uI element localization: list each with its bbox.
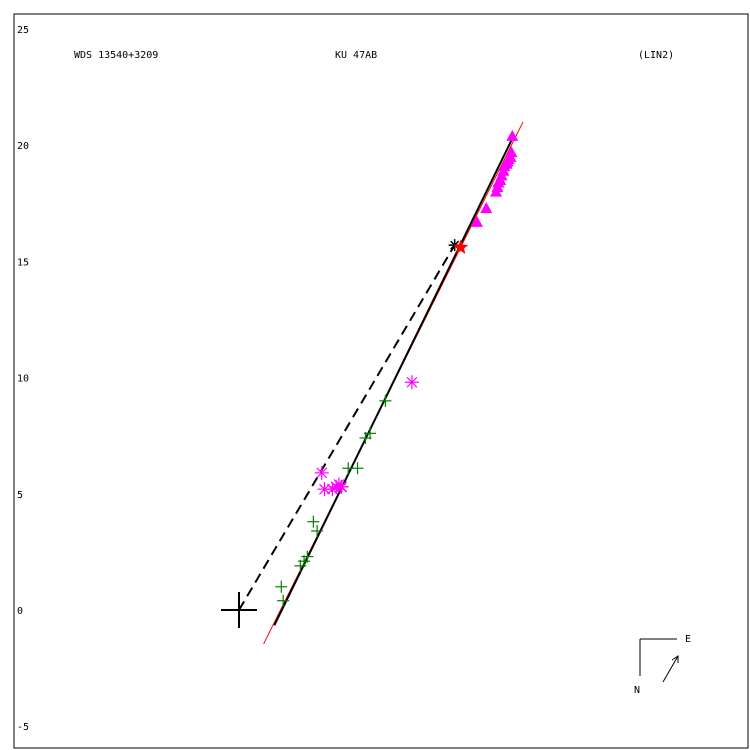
plus-point	[307, 515, 320, 528]
y-tick-label: 10	[17, 374, 29, 385]
triangle-point	[490, 185, 503, 197]
plus-point	[275, 580, 288, 593]
plus-point	[379, 394, 392, 407]
plus-point	[301, 550, 314, 563]
plus-point	[294, 559, 307, 572]
header-center: KU 47AB	[335, 50, 377, 61]
header-left: WDS 13540+3209	[74, 50, 158, 61]
plot-frame	[13, 13, 749, 749]
plus-point	[342, 462, 355, 475]
primary-star-marker	[221, 592, 257, 628]
asterisk-point	[404, 375, 419, 390]
y-tick-label: 5	[17, 490, 23, 501]
plus-point	[364, 427, 377, 440]
fit-lines	[238, 121, 524, 645]
asterisk-point	[314, 465, 329, 480]
orientation-arrow-head	[671, 655, 679, 663]
dashed-separation-line	[238, 244, 456, 611]
y-tick-label: 20	[17, 141, 29, 152]
y-tick-label: 25	[17, 25, 29, 36]
orbit-fit-line	[273, 140, 513, 626]
plus-point	[311, 524, 324, 537]
data-points	[275, 129, 519, 607]
asterisk-point	[331, 477, 346, 492]
asterisk-point	[317, 482, 332, 497]
triangle-point	[506, 129, 519, 141]
triangle-point	[492, 176, 505, 188]
y-tick-label: 15	[17, 257, 29, 268]
orientation-arrow-shaft	[662, 655, 679, 683]
y-tick-label: -5	[17, 722, 29, 733]
y-axis-tick-labels: 25 20 15 10 5 0 -5	[17, 25, 29, 733]
triangle-point	[470, 215, 483, 227]
orientation-indicator: E N	[634, 634, 691, 696]
header-right: (LIN2)	[638, 50, 674, 61]
plus-point	[277, 594, 290, 607]
plus-point	[359, 432, 372, 445]
y-tick-label: 0	[17, 606, 23, 617]
triangle-point	[498, 160, 511, 172]
triangle-point	[480, 201, 493, 213]
current-position-star	[453, 239, 469, 254]
orientation-n-label: N	[634, 685, 640, 696]
orientation-e-label: E	[685, 634, 691, 645]
